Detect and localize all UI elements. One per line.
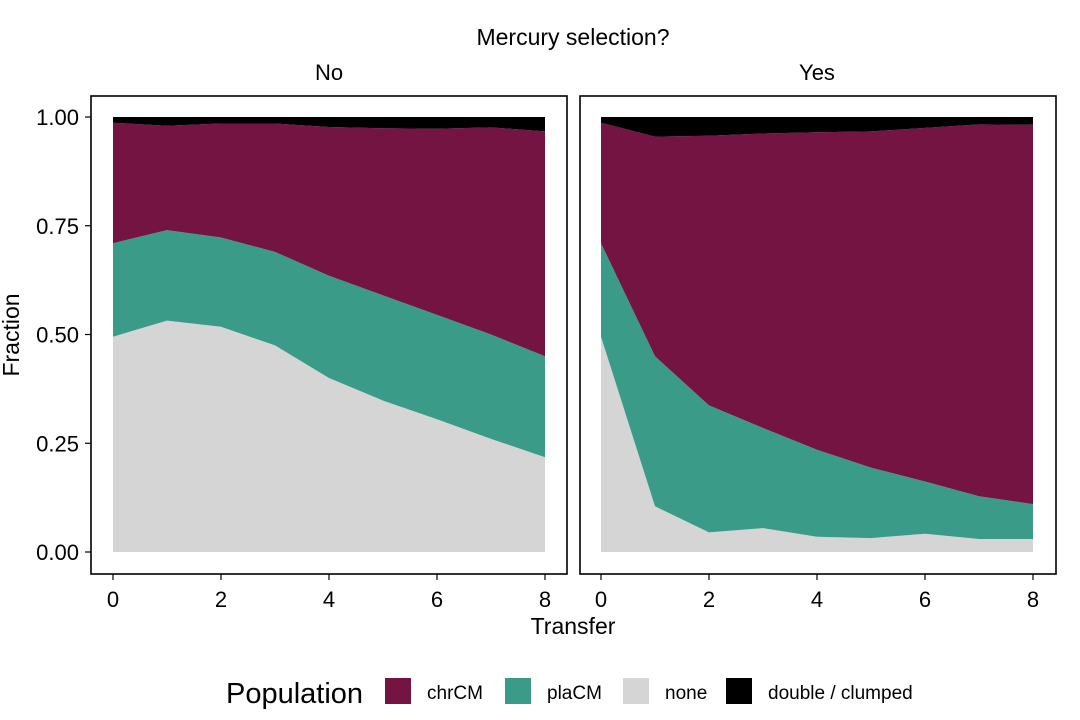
legend-key-none bbox=[623, 678, 649, 704]
x-axis-no: 0 2 4 6 8 bbox=[107, 574, 551, 612]
x-axis-label: Transfer bbox=[531, 613, 616, 639]
panel-yes bbox=[579, 95, 1057, 575]
x-axis-yes: 0 2 4 6 8 bbox=[595, 574, 1039, 612]
y-axis-label: Fraction bbox=[0, 293, 24, 376]
x-tick-label: 2 bbox=[703, 587, 715, 612]
legend: Population chrCM plaCM none double / clumpe… bbox=[226, 678, 913, 710]
x-tick-label: 0 bbox=[595, 587, 607, 612]
legend-title: Population bbox=[226, 678, 363, 710]
y-tick-label: 0.75 bbox=[36, 214, 79, 239]
area-placm-yes bbox=[601, 243, 1033, 539]
area-none-yes bbox=[601, 336, 1033, 552]
legend-label-placm: plaCM bbox=[547, 683, 602, 704]
x-tick-label: 8 bbox=[1027, 587, 1039, 612]
legend-label-none: none bbox=[665, 683, 707, 704]
area-none-no bbox=[113, 320, 545, 552]
chart-title: Mercury selection? bbox=[476, 24, 669, 50]
legend-key-placm bbox=[505, 678, 531, 704]
panel-border-yes bbox=[579, 95, 1057, 575]
panel-title-yes: Yes bbox=[799, 60, 835, 85]
x-tick-label: 6 bbox=[431, 587, 443, 612]
legend-key-double-clumped bbox=[726, 678, 752, 704]
area-chrcm-yes bbox=[601, 122, 1033, 505]
panel-no bbox=[90, 95, 568, 575]
x-tick-label: 4 bbox=[323, 587, 335, 612]
y-tick-label: 1.00 bbox=[36, 105, 79, 130]
x-tick-label: 6 bbox=[919, 587, 931, 612]
legend-label-chrcm: chrCM bbox=[427, 683, 483, 704]
legend-label-double-clumped: double / clumped bbox=[768, 683, 913, 704]
panel-title-no: No bbox=[315, 60, 343, 85]
area-chrcm-no bbox=[113, 122, 545, 357]
area-placm-no bbox=[113, 230, 545, 458]
y-tick-label: 0.50 bbox=[36, 323, 79, 348]
y-axis: 0.00 0.25 0.50 0.75 1.00 bbox=[36, 105, 91, 565]
x-tick-label: 0 bbox=[107, 587, 119, 612]
x-tick-label: 8 bbox=[539, 587, 551, 612]
area-double-clumped-yes bbox=[601, 117, 1033, 137]
x-tick-label: 2 bbox=[215, 587, 227, 612]
y-tick-label: 0.00 bbox=[36, 540, 79, 565]
legend-key-chrcm bbox=[385, 678, 411, 704]
x-tick-label: 4 bbox=[811, 587, 823, 612]
y-tick-label: 0.25 bbox=[36, 431, 79, 456]
area-double-clumped-no bbox=[113, 117, 545, 132]
